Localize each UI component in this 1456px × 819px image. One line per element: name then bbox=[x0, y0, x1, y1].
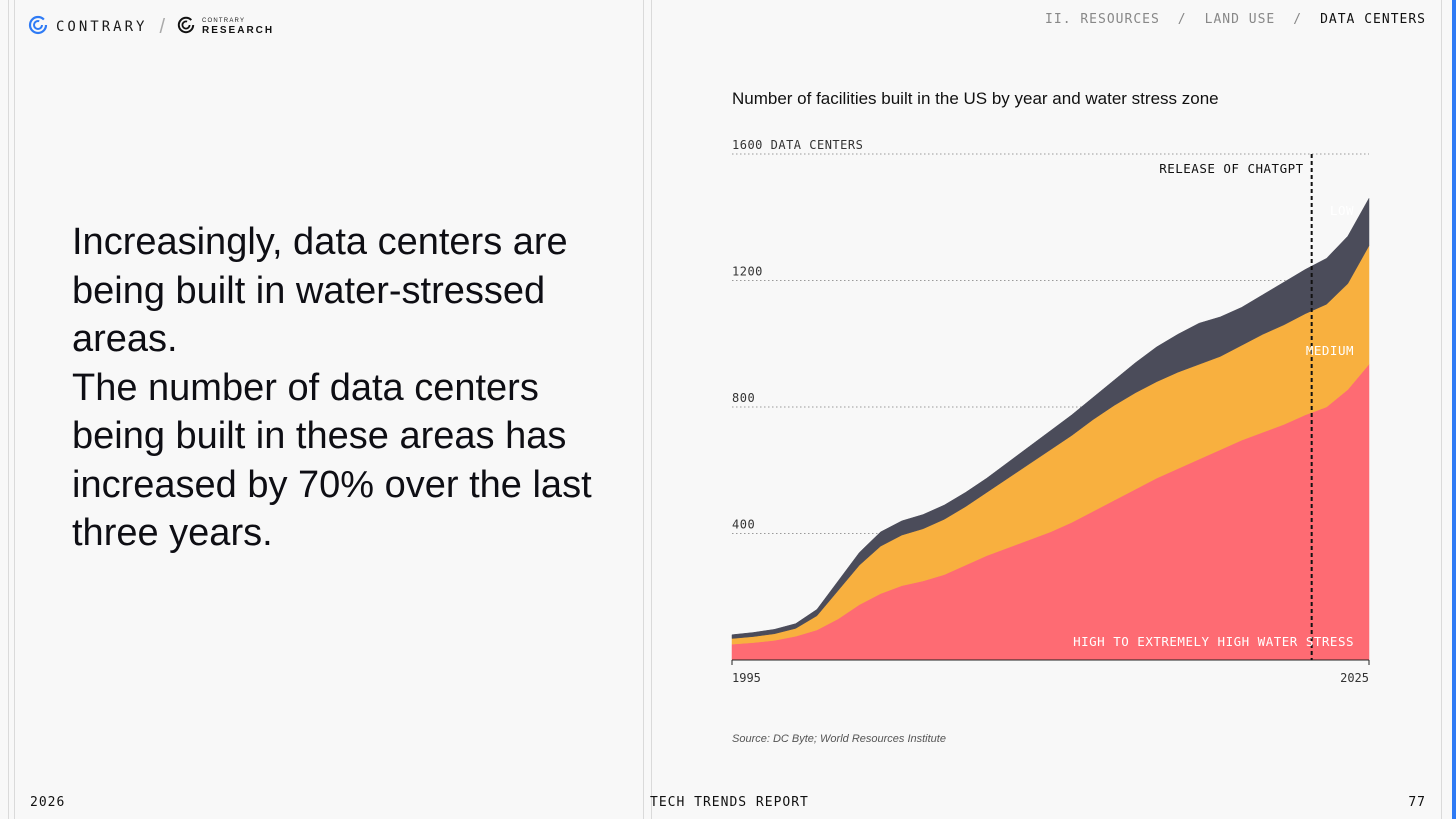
series-label-medium: MEDIUM bbox=[1306, 343, 1354, 358]
brand-separator: / bbox=[159, 15, 165, 38]
breadcrumb-item-resources[interactable]: II. RESOURCES bbox=[1045, 12, 1160, 27]
y-tick-label: 1600 DATA CENTERS bbox=[732, 138, 863, 152]
window-edge bbox=[1452, 0, 1456, 819]
footer-page-number: 77 bbox=[1408, 795, 1426, 810]
area-low-water-stress bbox=[731, 198, 1370, 639]
page-divider bbox=[643, 0, 644, 819]
series-label-high: HIGH TO EXTREMELY HIGH WATER STRESS bbox=[1073, 634, 1354, 649]
y-tick-label: 400 bbox=[732, 518, 755, 532]
breadcrumb-separator: / bbox=[1293, 12, 1303, 27]
footer-year: 2026 bbox=[30, 795, 66, 810]
series-label-low: LOW bbox=[1330, 203, 1354, 218]
page-border-left bbox=[8, 0, 9, 819]
chart-title: Number of facilities built in the US by … bbox=[732, 89, 1219, 108]
breadcrumb-item-land-use[interactable]: LAND USE bbox=[1204, 12, 1276, 27]
contrary-logo-icon bbox=[28, 15, 48, 40]
brand-name: CONTRARY bbox=[56, 19, 148, 35]
chatgpt-release-label: RELEASE OF CHATGPT bbox=[1159, 161, 1303, 176]
y-tick-label: 1200 bbox=[732, 265, 763, 279]
breadcrumb-item-data-centers[interactable]: DATA CENTERS bbox=[1320, 12, 1426, 27]
footer-report-title: TECH TRENDS REPORT bbox=[650, 795, 809, 810]
chart-source: Source: DC Byte; World Resources Institu… bbox=[732, 733, 946, 745]
headline: Increasingly, data centers are being bui… bbox=[72, 218, 592, 558]
page-border-right bbox=[1441, 0, 1442, 819]
breadcrumb: II. RESOURCES / LAND USE / DATA CENTERS bbox=[1045, 12, 1426, 27]
y-tick-label: 800 bbox=[732, 391, 755, 405]
page-divider-inner bbox=[651, 0, 652, 819]
brand-logo[interactable]: CONTRARY / CONTRARY RESEARCH bbox=[28, 14, 274, 40]
headline-line-1: Increasingly, data centers are being bui… bbox=[72, 221, 568, 360]
stacked-area-chart: 400 800 1200 1600 DATA CENTERS 1995 2025 RELEA… bbox=[731, 138, 1370, 685]
sub-brand-bottom: RESEARCH bbox=[202, 25, 275, 36]
research-logo-icon bbox=[177, 16, 195, 39]
page-border-left-inner bbox=[14, 0, 15, 819]
x-tick-label: 1995 bbox=[732, 671, 761, 685]
sub-brand-top: CONTRARY bbox=[202, 18, 246, 24]
sub-brand: CONTRARY RESEARCH bbox=[202, 18, 274, 36]
x-tick-label: 2025 bbox=[1340, 671, 1369, 685]
headline-line-2: The number of data centers being built i… bbox=[72, 366, 592, 555]
breadcrumb-separator: / bbox=[1177, 12, 1187, 27]
